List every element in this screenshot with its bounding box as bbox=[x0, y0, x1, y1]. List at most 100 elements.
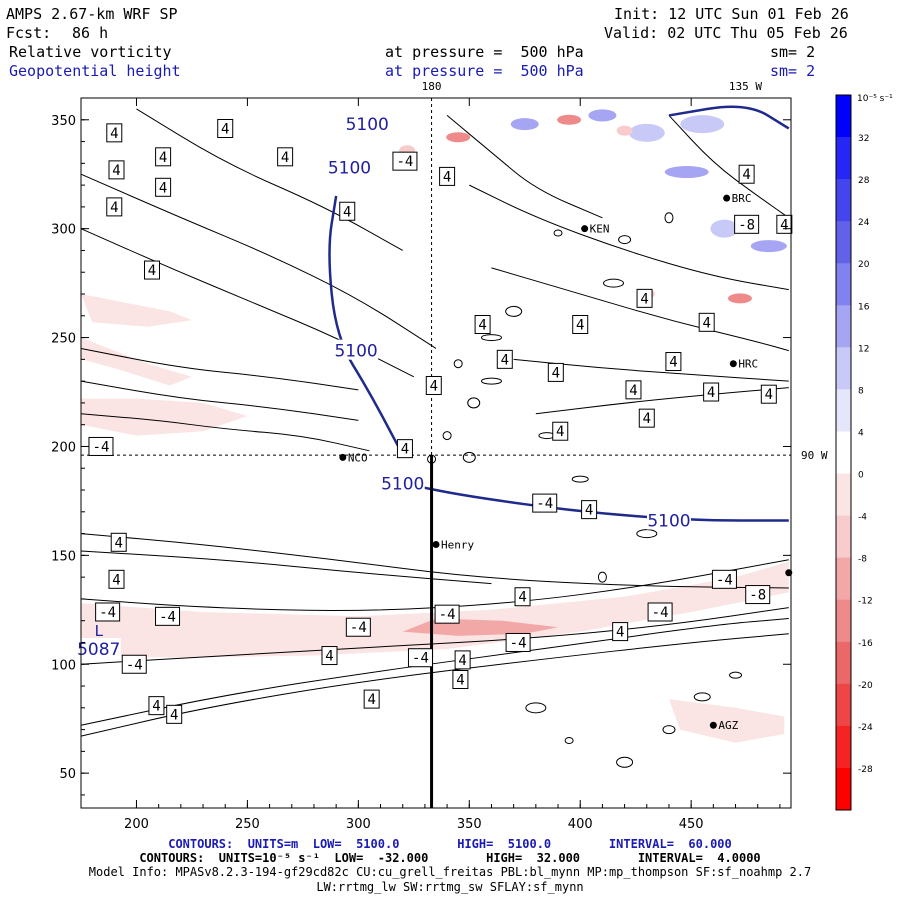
vorticity-contour-blob bbox=[693, 692, 711, 702]
colorbar-tick-label: 16 bbox=[858, 302, 870, 312]
field1-name: Relative vorticity bbox=[9, 43, 172, 61]
colorbar-segment bbox=[836, 683, 851, 727]
vorticity-contour-label: 4 bbox=[698, 312, 715, 332]
colorbar-tick-label: 20 bbox=[858, 260, 870, 270]
vorticity-contour-label: 4 bbox=[148, 696, 165, 716]
vorticity-contour-label: 4 bbox=[665, 352, 682, 372]
height-contour-label: 5087 bbox=[76, 638, 121, 660]
svg-text:-8: -8 bbox=[738, 217, 755, 233]
vorticity-contour-label: -8 bbox=[745, 585, 771, 605]
colorbar-tick-label: 32 bbox=[858, 134, 869, 144]
colorbar-tick-label: 8 bbox=[858, 386, 864, 396]
vorticity-contour-blob bbox=[603, 278, 624, 288]
svg-text:4: 4 bbox=[629, 383, 637, 399]
colorbar-tick-label: 12 bbox=[858, 344, 869, 354]
colorbar-segment bbox=[836, 767, 851, 811]
vorticity-contour-blob bbox=[467, 397, 481, 409]
x-tick-label: 400 bbox=[568, 817, 593, 832]
svg-text:-4: -4 bbox=[652, 605, 669, 621]
svg-text:-4: -4 bbox=[510, 635, 527, 651]
svg-text:-4: -4 bbox=[93, 439, 110, 455]
positive-vorticity-area bbox=[588, 109, 617, 122]
colorbar-segment bbox=[836, 515, 851, 559]
vorticity-contour-label: 4 bbox=[396, 439, 413, 459]
svg-text:4: 4 bbox=[148, 263, 156, 279]
x-tick-label: 250 bbox=[235, 817, 260, 832]
svg-text:-4: -4 bbox=[99, 605, 116, 621]
svg-text:4: 4 bbox=[501, 352, 509, 368]
colorbar-segment bbox=[836, 95, 851, 138]
colorbar-segment bbox=[836, 389, 851, 432]
station-marker bbox=[432, 540, 440, 548]
vorticity-contour-label: 4 bbox=[636, 288, 653, 308]
vorticity-contour-line bbox=[136, 108, 403, 251]
y-tick-label: 350 bbox=[51, 114, 76, 129]
vorticity-contour-label: -4 bbox=[121, 654, 147, 674]
vorticity-contour-line bbox=[535, 387, 789, 415]
svg-text:4: 4 bbox=[556, 424, 564, 440]
svg-text:4: 4 bbox=[115, 535, 123, 551]
svg-text:5100: 5100 bbox=[328, 159, 371, 179]
svg-text:4: 4 bbox=[456, 673, 464, 689]
vorticity-contour-label: 4 bbox=[425, 375, 442, 395]
svg-text:4: 4 bbox=[159, 150, 167, 166]
y-tick-label: 300 bbox=[51, 223, 76, 238]
field2-level: at pressure = 500 hPa bbox=[385, 62, 584, 80]
svg-text:4: 4 bbox=[458, 653, 466, 669]
vorticity-contour-line bbox=[80, 550, 492, 585]
svg-text:-4: -4 bbox=[126, 657, 143, 673]
svg-text:4: 4 bbox=[401, 442, 409, 458]
negative-vorticity-area bbox=[81, 294, 192, 327]
colorbar-tick-label: -28 bbox=[858, 765, 873, 775]
colorbar-tick-label: -4 bbox=[858, 513, 867, 523]
negative-vorticity-area bbox=[81, 398, 248, 436]
vorticity-contour-label: -4 bbox=[392, 151, 418, 171]
svg-text:4: 4 bbox=[430, 378, 438, 394]
svg-text:4: 4 bbox=[742, 167, 750, 183]
svg-text:-4: -4 bbox=[350, 620, 367, 636]
vorticity-contour-label: 4 bbox=[625, 380, 642, 400]
vorticity-contour-line bbox=[80, 533, 789, 589]
vorticity-contour-label: 4 bbox=[760, 384, 777, 404]
vorticity-contour-line bbox=[491, 267, 789, 352]
vorticity-contour-label: -8 bbox=[734, 214, 760, 234]
valid-time: Valid: 02 UTC Thu 05 Feb 26 bbox=[604, 24, 848, 42]
colorbar-segment bbox=[836, 305, 851, 348]
vorticity-contour-label: 4 bbox=[217, 118, 234, 138]
vorticity-contour-label: 4 bbox=[552, 421, 569, 441]
meridian-135w-label: 135 W bbox=[729, 80, 762, 93]
station-marker bbox=[581, 225, 589, 233]
vorticity-contour-blob bbox=[480, 334, 502, 342]
vorticity-contour-label: 4 bbox=[108, 569, 125, 589]
svg-text:4: 4 bbox=[367, 692, 375, 708]
vorticity-contour-label: 4 bbox=[572, 315, 589, 335]
vorticity-contour-label: -4 bbox=[505, 632, 531, 652]
svg-text:-4: -4 bbox=[716, 572, 733, 588]
vorticity-contour-label: -4 bbox=[95, 602, 121, 622]
vorticity-contour-blob bbox=[571, 475, 589, 483]
svg-text:4: 4 bbox=[110, 126, 118, 142]
vorticity-contour-label: 4 bbox=[144, 260, 160, 280]
vorticity-contour-blob bbox=[616, 756, 634, 768]
colorbar-segment bbox=[836, 221, 851, 264]
vorticity-contour-label: -4 bbox=[88, 436, 114, 456]
colorbar-tick-label: -8 bbox=[858, 555, 867, 565]
vorticity-contour-line bbox=[80, 559, 789, 612]
positive-vorticity-area bbox=[664, 166, 709, 179]
vorticity-contour-blob bbox=[525, 702, 547, 714]
svg-text:4: 4 bbox=[585, 503, 593, 519]
meridian-lines: 180 135 W 90 W bbox=[81, 80, 828, 808]
vorticity-contour-blob bbox=[453, 359, 463, 369]
positive-vorticity-area bbox=[750, 240, 787, 253]
negative-vorticity-area bbox=[81, 337, 192, 386]
svg-text:4: 4 bbox=[707, 385, 715, 401]
height-contour-line bbox=[668, 105, 790, 130]
station-marker bbox=[709, 721, 717, 729]
vorticity-contour-label: 4 bbox=[155, 147, 172, 167]
height-contour-label: 5100 bbox=[646, 509, 691, 532]
vorticity-contour-blob bbox=[597, 571, 607, 583]
negative-vorticity-area bbox=[81, 561, 789, 658]
plot-frame bbox=[80, 97, 792, 809]
